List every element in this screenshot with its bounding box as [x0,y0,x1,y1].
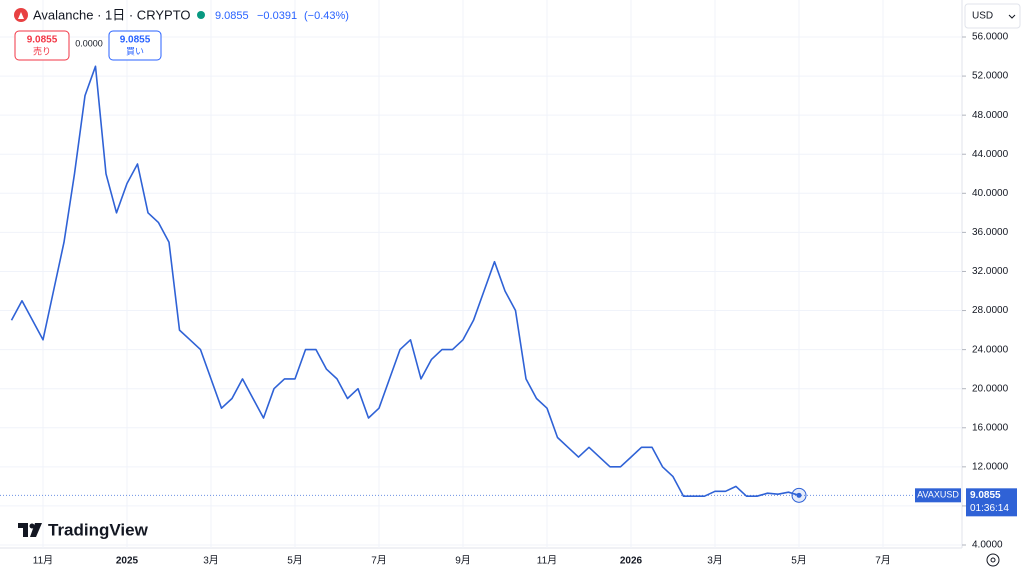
y-tick-label: 28.0000 [972,305,1009,316]
plot [0,65,962,503]
y-tick-label: 12.0000 [972,461,1009,472]
symbol-logo-mark [18,12,24,19]
settings-icon-core [990,557,996,563]
spread: 0.0000 [75,38,103,48]
change: −0.0391 [257,10,297,22]
currency-select[interactable]: USD [964,3,1021,29]
x-tick-label: 3月 [203,555,219,567]
y-tick-label: 16.0000 [972,422,1009,433]
price-line [10,65,800,497]
x-tick-label: 3月 [707,555,723,567]
y-tick-label: 24.0000 [972,344,1009,355]
buy-price: 9.0855 [120,35,151,46]
sell-box [14,30,70,61]
grid [0,0,962,548]
change-percent: (−0.43%) [304,10,349,22]
x-tick-label: 7月 [875,555,891,567]
x-tick-label: 5月 [287,555,303,567]
series-label-box [915,488,961,503]
settings-icon[interactable] [986,553,1000,567]
y-tick-label: 56.0000 [972,32,1009,43]
brand-icon-dot [29,523,35,529]
buy-label: 買い [126,46,144,56]
x-tick-label: 11月 [33,555,53,567]
brand-name: TradingView [48,520,149,539]
countdown: 01:36:14 [970,503,1009,514]
buy-button[interactable]: 9.0855 買い [108,30,162,61]
chevron [1008,14,1016,19]
y-tick-label: 48.0000 [972,110,1009,121]
y-tick-label: 44.0000 [972,149,1009,160]
y-tick-label: 20.0000 [972,383,1009,394]
brand-logo: TradingView [18,520,149,539]
buy-box [108,30,162,61]
symbol-title: Avalanche · 1日 · CRYPTO [33,7,191,22]
currency-box [964,3,1021,29]
market-status [197,11,205,19]
brand-icon-slash [30,523,42,537]
price-label-box [966,488,1017,517]
currency: USD [972,11,993,22]
sell-label: 売り [33,45,51,56]
x-tick-label: 2026 [620,556,643,567]
y-tick-label: 4.0000 [972,540,1003,551]
y-tick-label: 52.0000 [972,71,1009,82]
sell-button[interactable]: 9.0855 売り [14,30,70,61]
sell-price: 9.0855 [27,35,58,46]
y-tick-label: 32.0000 [972,266,1009,277]
price-label: 9.0855 [970,490,1001,501]
y-tick-label: 40.0000 [972,188,1009,199]
brand-icon [18,523,28,537]
price: 9.0855 [215,10,249,22]
x-tick-label: 9月 [455,555,471,567]
y-tick-label: 36.0000 [972,227,1009,238]
last-point [796,492,802,498]
x-tick-label: 7月 [371,555,387,567]
x-tick-label: 2025 [116,556,139,567]
series-label: AVAXUSD [917,490,959,500]
x-tick-label: 11月 [537,555,557,567]
x-tick-label: 5月 [791,555,807,567]
